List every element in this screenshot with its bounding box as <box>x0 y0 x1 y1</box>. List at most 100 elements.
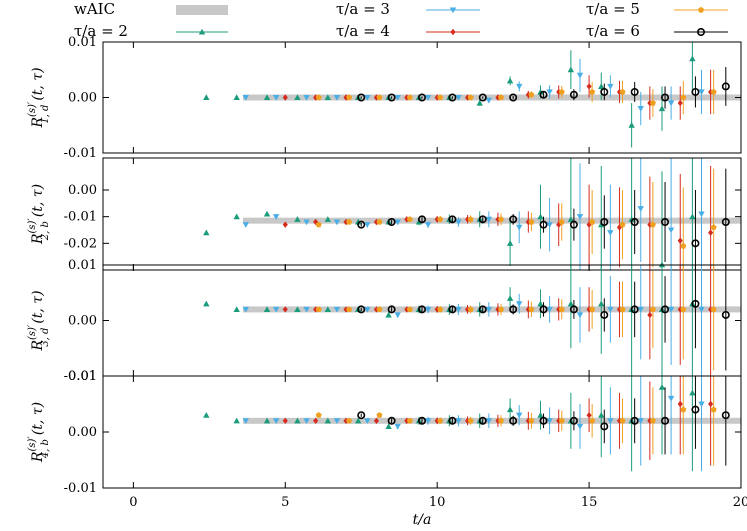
data-point <box>509 305 518 314</box>
data-point <box>476 99 483 106</box>
series-tau4 <box>282 265 714 376</box>
data-point <box>315 306 322 312</box>
data-point <box>324 216 332 222</box>
data-point <box>497 216 505 222</box>
ylabel-sub: 4, b <box>40 439 51 459</box>
data-point <box>528 218 535 225</box>
data-point <box>539 220 548 229</box>
data-point <box>497 306 505 312</box>
series-tau6 <box>357 66 730 109</box>
data-point <box>539 305 548 314</box>
y-tick-label: -0.02 <box>64 236 97 251</box>
data-point <box>628 122 635 128</box>
ylabel-main: R <box>30 117 46 129</box>
data-point <box>233 306 240 312</box>
y-axis-label: R(s)′ 4, b (t, τ) <box>27 402 51 463</box>
data-point <box>721 82 730 91</box>
panel-data-1 <box>203 42 730 148</box>
data-point <box>710 306 717 312</box>
data-point <box>203 229 210 236</box>
data-point <box>478 305 487 314</box>
x-tick-label: 5 <box>281 495 289 510</box>
data-point <box>324 306 332 312</box>
data-point <box>586 221 592 228</box>
data-point <box>589 417 596 424</box>
data-point <box>558 417 565 424</box>
ylabel-main: R <box>30 233 46 245</box>
data-point <box>233 417 240 424</box>
data-point <box>346 417 353 424</box>
data-point <box>373 218 379 226</box>
y-axis-label: R(s)′ 3, d (t, τ) <box>27 290 51 351</box>
data-point <box>649 306 656 312</box>
data-point <box>589 88 596 95</box>
data-point <box>455 306 462 313</box>
x-tick-label: 10 <box>429 495 446 510</box>
data-point <box>315 221 322 228</box>
data-point <box>586 83 592 90</box>
data-point <box>263 94 271 101</box>
legend-swatch-wAIC <box>176 5 228 15</box>
series-tau6 <box>357 265 730 371</box>
data-point <box>661 93 670 102</box>
data-point <box>698 89 705 96</box>
data-point <box>282 417 288 424</box>
data-point <box>691 299 700 308</box>
data-point <box>619 306 626 312</box>
data-point <box>677 237 683 244</box>
series-tau5 <box>315 265 717 371</box>
data-point <box>417 215 426 224</box>
data-point <box>630 87 639 96</box>
data-point <box>437 417 444 424</box>
data-point <box>315 94 322 101</box>
data-point <box>537 412 544 418</box>
data-point <box>355 417 362 424</box>
data-point <box>406 94 413 101</box>
data-point <box>576 312 584 319</box>
data-point <box>546 418 553 424</box>
data-point <box>497 94 505 101</box>
data-point <box>424 418 432 424</box>
series-tau4 <box>282 69 714 120</box>
data-point <box>497 417 505 424</box>
data-point <box>424 94 432 101</box>
data-point <box>203 94 210 101</box>
data-point <box>710 224 717 230</box>
data-point <box>506 295 514 301</box>
data-point <box>637 206 644 212</box>
data-point <box>708 229 714 236</box>
data-point <box>448 215 457 224</box>
data-point <box>242 94 249 101</box>
data-point <box>576 423 584 430</box>
series-tau2 <box>203 158 696 270</box>
panel-data-3 <box>203 265 730 376</box>
data-point <box>698 401 705 408</box>
data-point <box>689 213 696 220</box>
data-point <box>537 300 544 307</box>
x-tick-label: 20 <box>733 495 747 510</box>
data-point <box>394 219 401 226</box>
data-point <box>406 417 413 424</box>
data-point <box>516 301 523 308</box>
y-tick-label: 0.01 <box>68 258 97 273</box>
waic-band <box>243 417 741 424</box>
panel-4: 0.01 0.00 -0.01 R(s)′ 4, b (t, τ) <box>27 369 742 496</box>
data-point <box>404 306 410 313</box>
data-point <box>558 88 565 95</box>
data-point <box>303 418 310 424</box>
data-point <box>600 422 609 431</box>
data-point <box>417 305 426 314</box>
data-point <box>294 306 301 312</box>
data-point <box>649 221 656 228</box>
data-point <box>658 105 666 112</box>
y-tick-label: 0.01 <box>68 35 97 50</box>
data-point <box>373 94 379 101</box>
y-tick-label: 0.01 <box>68 369 97 384</box>
ylabel-sup: (s)′ <box>27 436 38 452</box>
data-point <box>404 94 410 101</box>
data-point <box>313 218 319 226</box>
data-point <box>600 218 609 227</box>
data-point <box>467 94 474 101</box>
legend-label-tau4: τ/a = 4 <box>336 22 390 40</box>
